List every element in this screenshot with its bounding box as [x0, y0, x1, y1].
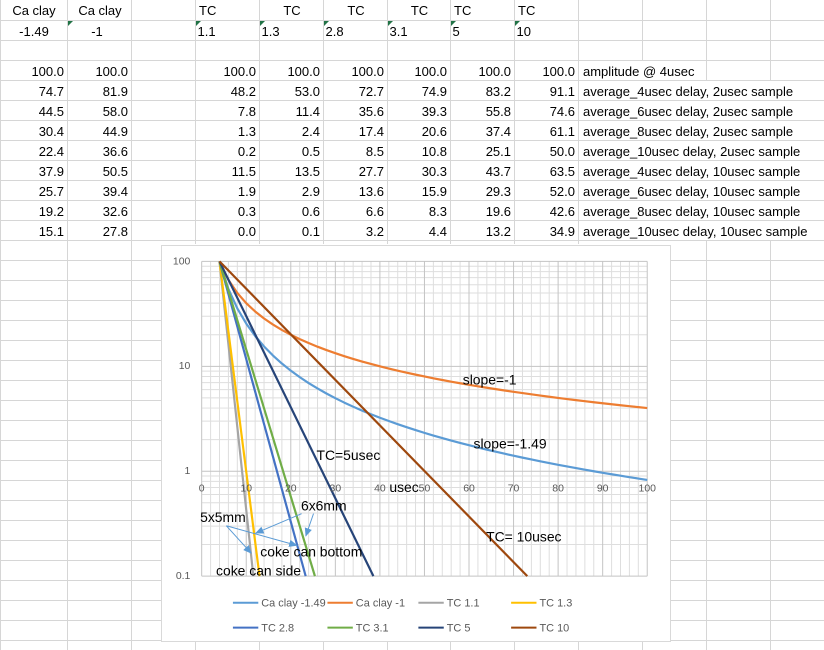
svg-text:1: 1 — [185, 466, 191, 477]
svg-text:TC 5: TC 5 — [447, 622, 471, 634]
svg-text:Ca clay -1: Ca clay -1 — [356, 597, 405, 609]
svg-text:100: 100 — [173, 256, 191, 267]
svg-text:slope=-1.49: slope=-1.49 — [474, 435, 547, 451]
svg-text:slope=-1: slope=-1 — [463, 371, 517, 387]
svg-text:TC 1.3: TC 1.3 — [539, 597, 572, 609]
svg-text:usec: usec — [389, 479, 418, 495]
svg-text:coke can side: coke can side — [216, 562, 301, 578]
svg-text:TC=5usec: TC=5usec — [317, 447, 381, 463]
svg-text:coke can bottom: coke can bottom — [260, 543, 362, 559]
svg-text:0.1: 0.1 — [176, 571, 191, 582]
svg-text:90: 90 — [597, 483, 609, 494]
svg-text:0: 0 — [199, 483, 205, 494]
svg-text:TC 3.1: TC 3.1 — [356, 622, 389, 634]
svg-text:80: 80 — [552, 483, 564, 494]
svg-text:60: 60 — [463, 483, 475, 494]
svg-text:TC= 10usec: TC= 10usec — [486, 528, 561, 544]
svg-text:6x6mm: 6x6mm — [301, 497, 347, 513]
svg-text:TC 1.1: TC 1.1 — [447, 597, 480, 609]
svg-text:20: 20 — [285, 483, 297, 494]
svg-text:70: 70 — [508, 483, 520, 494]
svg-text:100: 100 — [639, 483, 657, 494]
svg-text:5x5mm: 5x5mm — [200, 509, 246, 525]
svg-text:40: 40 — [374, 483, 386, 494]
svg-text:Ca clay -1.49: Ca clay -1.49 — [261, 597, 325, 609]
svg-text:30: 30 — [330, 483, 342, 494]
svg-text:TC 2.8: TC 2.8 — [261, 622, 294, 634]
svg-text:10: 10 — [179, 361, 191, 372]
svg-text:TC 10: TC 10 — [539, 622, 569, 634]
svg-text:10: 10 — [240, 483, 252, 494]
svg-text:50: 50 — [419, 483, 431, 494]
